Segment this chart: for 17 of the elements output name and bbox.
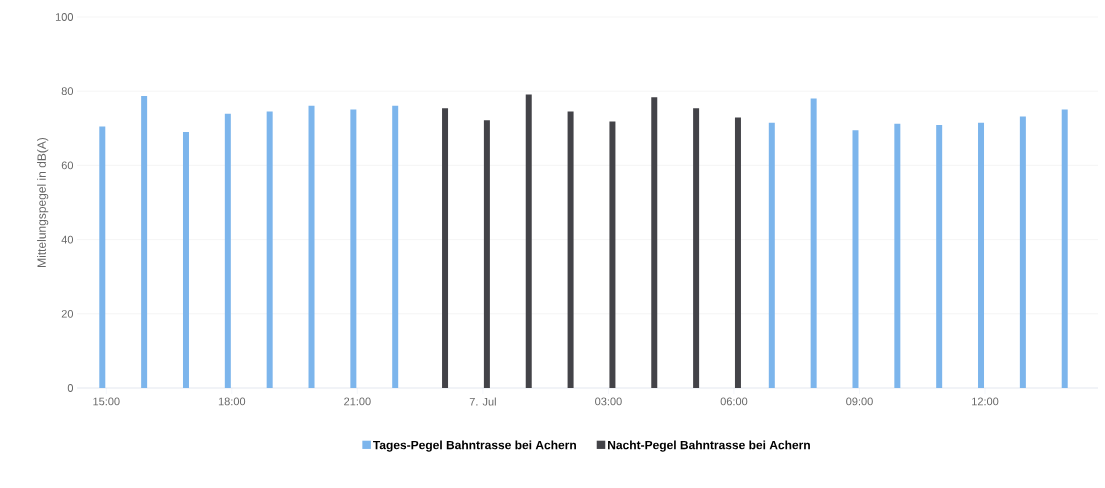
legend-label: Nacht-Pegel Bahntrasse bei Achern xyxy=(608,440,810,452)
y-tick-label: 60 xyxy=(61,161,74,170)
y-tick-label: 20 xyxy=(61,309,74,318)
x-tick-label: 03:00 xyxy=(595,397,622,406)
x-tick-label: 7. Jul xyxy=(469,397,496,406)
x-tick-label: 09:00 xyxy=(846,397,873,406)
y-tick-label: 100 xyxy=(55,13,74,21)
x-tick-label: 15:00 xyxy=(93,397,120,406)
y-tick-label: 80 xyxy=(61,87,74,96)
x-tick-label: 21:00 xyxy=(344,397,371,406)
legend-label: Tages-Pegel Bahntrasse bei Achern xyxy=(373,440,576,452)
y-tick-label: 0 xyxy=(67,384,74,392)
x-tick-label: 12:00 xyxy=(972,397,999,406)
y-tick-label: 40 xyxy=(61,235,74,244)
x-tick-label: 18:00 xyxy=(218,397,246,406)
x-tick-label: 06:00 xyxy=(720,397,748,406)
y-axis-title: Mittelungspegel in dB(A) xyxy=(37,137,49,267)
